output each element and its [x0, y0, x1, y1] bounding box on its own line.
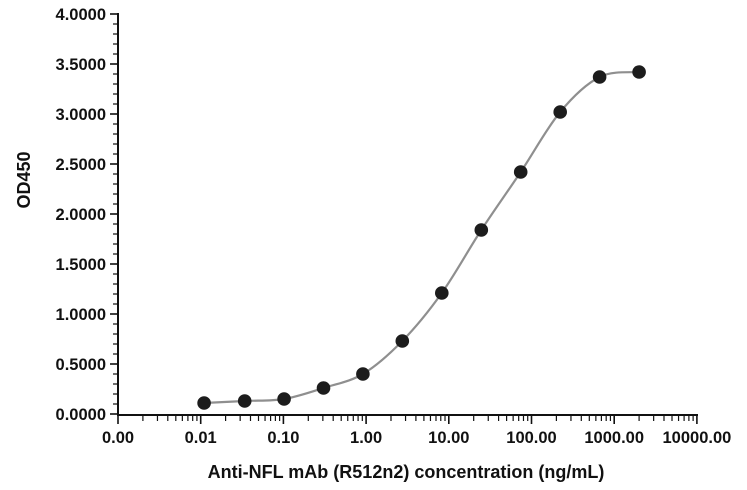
data-point: [277, 392, 291, 406]
x-tick-label: 1000.00: [584, 429, 644, 447]
x-tick-label: 0.00: [102, 429, 134, 447]
y-tick-label: 2.0000: [56, 206, 106, 224]
y-tick-label: 3.5000: [56, 56, 106, 74]
data-point: [237, 394, 252, 408]
x-tick-label: 100.00: [506, 429, 556, 447]
data-point: [395, 334, 410, 348]
y-axis-tick-labels: 0.0000 0.5000 1.0000 1.5000 2.0000 2.5000 3.00…: [56, 6, 106, 424]
data-point: [356, 367, 370, 381]
y-tick-label: 1.5000: [56, 256, 106, 274]
dose-response-curve: [204, 70, 640, 405]
y-tick-label: 0.5000: [56, 356, 106, 374]
y-tick-label: 0.0000: [56, 406, 106, 424]
x-axis-minor-ticks: [142, 415, 694, 421]
data-point: [513, 165, 528, 179]
data-point: [197, 396, 211, 410]
data-points: [197, 65, 646, 410]
data-point: [632, 65, 646, 79]
x-tick-label: 10.00: [428, 429, 469, 447]
x-tick-label: 10000.00: [662, 429, 731, 447]
y-tick-label: 4.0000: [56, 6, 106, 24]
x-axis-tick-labels: 0.00 0.01 0.10 1.00 10.00 100.00 1000.00 10000.…: [102, 429, 731, 447]
data-point: [474, 223, 489, 237]
data-point: [553, 105, 567, 119]
y-axis-title: OD450: [14, 151, 34, 208]
data-point: [592, 70, 607, 84]
y-tick-label: 1.0000: [56, 306, 106, 324]
data-point: [316, 381, 331, 395]
y-tick-label: 2.5000: [56, 156, 106, 174]
y-axis-minor-ticks: [113, 23, 118, 405]
x-tick-label: 0.01: [185, 429, 217, 447]
x-axis-title: Anti-NFL mAb (R512n2) concentration (ng/…: [208, 462, 605, 482]
x-tick-label: 1.00: [350, 429, 382, 447]
data-point: [435, 286, 449, 300]
y-tick-label: 3.0000: [56, 106, 106, 124]
x-axis-major-ticks: [117, 415, 698, 424]
y-axis-major-ticks: [110, 13, 118, 415]
x-tick-label: 0.10: [267, 429, 299, 447]
